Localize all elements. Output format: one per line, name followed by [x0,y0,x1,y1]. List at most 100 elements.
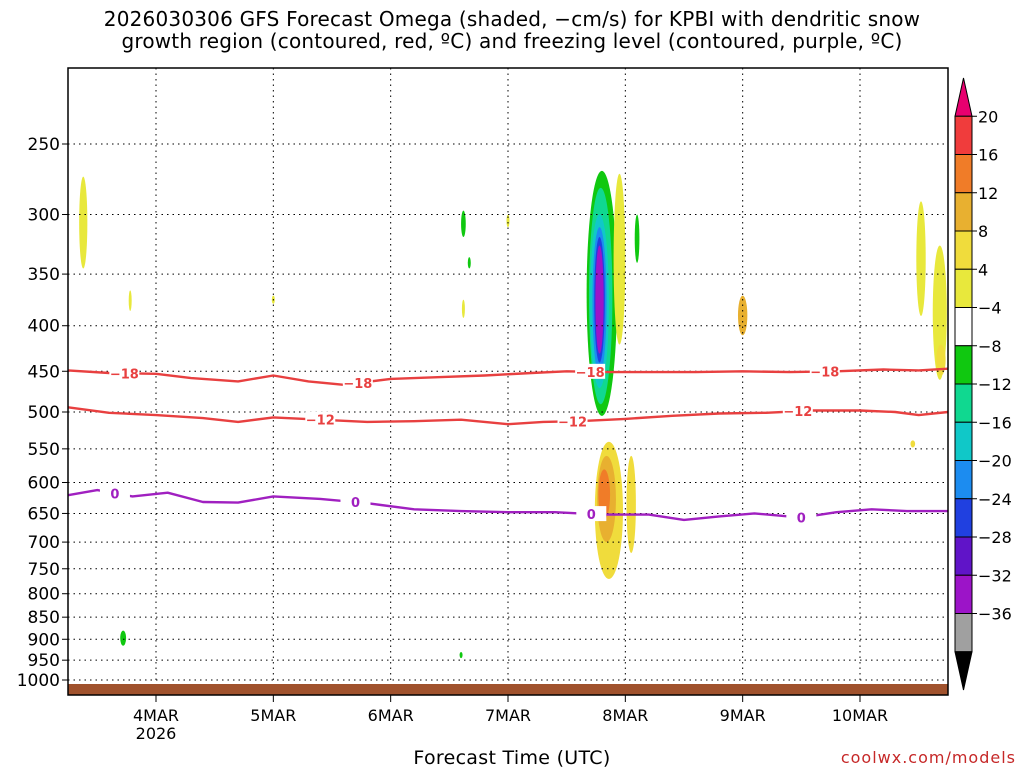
colorbar-swatch-12 [954,536,973,576]
omega-speck-1 [128,290,132,311]
contour-label-dendritic-bottom-2: −12 [783,405,812,420]
contour-label-bg-freezing-level-0 [99,485,130,501]
colorbar-label-12: −32 [978,566,1012,585]
credit-text: coolwx.com/models [840,748,1016,767]
contour-label-dendritic-top-2: −18 [576,366,605,381]
contour-label-dendritic-top-3: −18 [810,365,839,380]
colorbar-label-10: −24 [978,490,1012,509]
x-tick-label-5MAR: 5MAR [250,706,296,725]
contour-label-freezing-level-2: 0 [587,508,596,523]
y-tick-label-900: 900 [28,630,60,650]
contour-label-bg-dendritic-top-1 [342,375,373,391]
colorbar-swatch-8 [954,383,973,423]
colorbar-swatch-6 [954,307,973,347]
contour-label-bg-dendritic-top-0 [109,365,140,381]
omega-east-yellow-2 [932,245,947,380]
x-tick-label-10MAR: 10MAR [832,706,888,725]
colorbar-label-3: 8 [978,222,988,241]
omega-green-2 [467,257,471,269]
x-tick-label-9MAR: 9MAR [720,706,766,725]
y-tick-label-750: 750 [28,560,60,580]
contour-label-bg-dendritic-bottom-0 [305,411,336,427]
colorbar-swatch-7 [954,345,973,385]
colorbar-swatch-2 [954,154,973,194]
contour-layer: −18 −18 −18 −18 −12 −12 −12 0 0 0 0 [67,363,949,527]
chart-title-line-2: growth region (contoured, red, ºC) and f… [121,29,903,53]
x-tick-label-4MAR: 4MAR [133,706,179,725]
colorbar-swatch-13 [954,574,973,614]
omega-core-east-yellow [613,173,626,345]
omega-west-green [120,630,127,646]
colorbar-label-6: −8 [978,337,1002,356]
contour-label-freezing-level-1: 0 [351,496,360,511]
y-tick-label-800: 800 [28,585,60,605]
omega-west-yellow [79,176,88,269]
y-tick-label-450: 450 [28,362,60,382]
chart-title-line-1: 2026030306 GFS Forecast Omega (shaded, −… [103,7,921,31]
y-tick-label-950: 950 [28,651,60,671]
x-tick-label-7MAR: 7MAR [485,706,531,725]
chart-title: 2026030306 GFS Forecast Omega (shaded, −… [0,8,1024,52]
y-tick-label-300: 300 [28,205,60,225]
omega-speck-4 [506,214,510,228]
contour-label-bg-freezing-level-1 [340,494,371,510]
omega-speck-5 [910,440,916,448]
colorbar-label-11: −28 [978,528,1012,547]
omega-speck-2 [461,299,465,318]
omega-green-1 [461,210,466,238]
colorbar-label-7: −12 [978,375,1012,394]
contour-label-freezing-level-3: 0 [797,512,806,527]
colorbar-swatch-11 [954,498,973,538]
colorbar-swatch-4 [954,230,973,270]
y-tick-label-500: 500 [28,403,60,423]
colorbar-swatch-10 [954,460,973,500]
contour-label-dendritic-bottom-0: −12 [306,414,335,429]
contour-label-dendritic-bottom-1: −12 [558,415,587,430]
colorbar-swatch-3 [954,192,973,232]
omega-lower-east-yellow [626,455,636,553]
contour-label-freezing-level-0: 0 [110,487,119,502]
colorbar-label-13: −36 [978,605,1012,624]
omega-gold-9mar [737,295,748,336]
y-tick-label-850: 850 [28,608,60,628]
colorbar-swatch-9 [954,421,973,461]
x-tick-sublabel-4MAR: 2026 [136,724,177,743]
colorbar-label-8: −16 [978,413,1012,432]
contour-label-dendritic-top-1: −18 [343,377,372,392]
y-tick-label-1000: 1000 [17,671,60,691]
contour-label-bg-dendritic-bottom-1 [557,413,588,429]
y-tick-label-400: 400 [28,317,60,337]
contour-label-bg-dendritic-bottom-2 [782,403,813,419]
y-tick-label-600: 600 [28,473,60,493]
colorbar-top-arrow [954,77,973,117]
y-tick-label-700: 700 [28,533,60,553]
contour-label-bg-freezing-level-3 [786,509,817,525]
omega-core-purple [595,245,604,354]
grid-layer [68,68,948,695]
colorbar-label-5: −4 [978,299,1002,318]
omega-green-3 [459,651,463,659]
terrain-surface [68,684,948,695]
colorbar-label-1: 16 [978,146,998,165]
omega-shading-layer [79,170,947,659]
contour-dendritic-bottom [67,406,949,426]
x-tick-label-6MAR: 6MAR [368,706,414,725]
contour-label-bg-dendritic-top-2 [575,363,606,379]
colorbar-label-9: −20 [978,452,1012,471]
colorbar-swatch-14 [954,613,973,653]
y-tick-label-250: 250 [28,135,60,155]
omega-small-green [634,214,640,263]
contour-label-dendritic-top-0: −18 [110,367,139,382]
y-axis: 2503003504004505005506006507007508008509… [17,135,68,691]
colorbar-label-0: 20 [978,107,998,126]
colorbar-label-2: 12 [978,184,998,203]
contour-label-bg-dendritic-top-3 [809,363,840,379]
colorbar-swatch-1 [954,115,973,155]
x-axis-label: Forecast Time (UTC) [413,747,611,769]
colorbar-label-4: 4 [978,260,988,279]
y-tick-label-550: 550 [28,440,60,460]
colorbar: 20 16 12 8 4 −4 −8 −12 −16 −20 −24 −28 −32 −36 [954,77,1012,691]
x-tick-label-8MAR: 8MAR [602,706,648,725]
